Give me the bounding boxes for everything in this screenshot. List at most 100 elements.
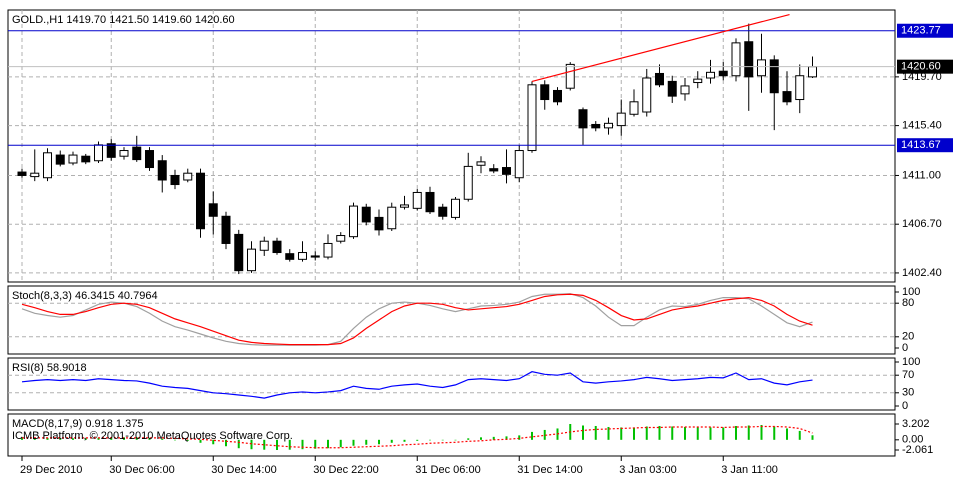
histogram-bar	[123, 437, 125, 440]
histogram-bar	[543, 429, 546, 440]
histogram-bar	[237, 439, 240, 449]
histogram-bar	[786, 428, 788, 440]
candle-body	[259, 240, 269, 251]
histogram-bar	[658, 425, 661, 440]
candle-body	[655, 72, 664, 86]
y-tick-label: 0	[902, 342, 908, 354]
panel-title: Stoch(8,3,3) 46.3415 40.7964	[12, 290, 158, 302]
histogram-bar	[225, 439, 227, 447]
histogram-bar	[263, 439, 266, 450]
histogram-bar	[735, 425, 737, 440]
histogram-bar	[429, 439, 431, 441]
candle-body	[298, 252, 307, 260]
trendline	[531, 13, 790, 82]
y-tick-label: 70	[902, 369, 914, 381]
candle-body	[106, 143, 116, 158]
candle-body	[94, 144, 103, 162]
histogram-bar	[709, 427, 712, 440]
y-tick-label: 100	[902, 356, 920, 368]
histogram-bar	[186, 439, 189, 441]
histogram-bar	[722, 427, 725, 440]
candle-body	[196, 172, 205, 230]
histogram-bar	[696, 427, 699, 440]
histogram-bar	[21, 437, 23, 440]
panel-title: RSI(8) 58.9018	[12, 362, 87, 374]
panel-title: GOLD.,H1 1419.70 1421.50 1419.60 1420.60	[12, 14, 235, 26]
candle-body	[323, 242, 333, 258]
candle-body	[565, 63, 575, 89]
histogram-bar	[97, 437, 100, 440]
histogram-bar	[352, 439, 355, 446]
panel-frame	[7, 357, 896, 411]
panel-frame	[7, 413, 896, 457]
candle-body	[718, 70, 728, 77]
histogram-bar	[760, 424, 763, 440]
candle-body	[553, 89, 562, 103]
candle-body	[221, 215, 231, 244]
y-tick-label: 30	[902, 387, 914, 399]
candle-body	[463, 165, 473, 200]
x-tick-label: 31 Dec 06:00	[415, 464, 480, 476]
histogram-bar	[633, 427, 635, 440]
histogram-bar	[33, 437, 36, 440]
candle-body	[119, 150, 129, 157]
candle-body	[667, 80, 677, 97]
x-tick-label: 30 Dec 22:00	[313, 464, 378, 476]
candle-body	[285, 253, 295, 260]
histogram-bar	[582, 425, 584, 440]
histogram-bar	[441, 439, 444, 441]
y-tick-label: 20	[902, 331, 914, 343]
histogram-bar	[110, 437, 113, 440]
price-label-box	[897, 138, 953, 153]
y-tick-label: 1402.40	[902, 267, 942, 279]
histogram-bar	[594, 425, 597, 440]
candle-body	[183, 172, 193, 181]
price-label: 1413.67	[901, 139, 941, 151]
candle-body	[540, 84, 550, 101]
candle-body	[680, 85, 690, 95]
candle-body	[400, 204, 409, 208]
candle-body	[438, 206, 448, 217]
x-tick-label: 30 Dec 06:00	[109, 464, 174, 476]
candle-body	[693, 78, 703, 84]
candle-body	[502, 167, 511, 175]
histogram-bar	[403, 439, 406, 442]
candle-body	[157, 160, 167, 181]
y-tick-label: 3.202	[902, 418, 930, 430]
candle-body	[489, 168, 499, 172]
candle-body	[476, 161, 486, 166]
annotation: ICMB Platform, © 2001-2010 MetaQuotes So…	[12, 430, 293, 442]
candle-body	[706, 71, 715, 79]
candle-body	[349, 205, 358, 238]
price-label: 1420.60	[901, 61, 941, 73]
histogram-bar	[84, 438, 87, 440]
candle-body	[81, 155, 91, 163]
candle-body	[132, 146, 142, 161]
candle-body	[757, 59, 766, 77]
candle-body	[387, 206, 397, 230]
y-tick-label: 100	[902, 286, 920, 298]
histogram-bar	[416, 439, 419, 441]
price-label: 1423.77	[901, 25, 941, 37]
y-tick-label: 1415.40	[902, 120, 942, 132]
candle-body	[629, 101, 639, 115]
histogram-bar	[505, 436, 508, 440]
histogram-bar	[747, 425, 750, 440]
histogram-bar	[811, 435, 814, 440]
candle-body	[731, 42, 741, 77]
histogram-bar	[212, 439, 215, 445]
candle-body	[30, 172, 40, 178]
histogram-bar	[250, 439, 253, 450]
price-label-box	[897, 23, 953, 38]
candle-body	[514, 150, 524, 179]
candle-body	[208, 203, 218, 217]
histogram-bar	[773, 426, 776, 440]
candle-body	[782, 91, 792, 103]
histogram-bar	[339, 439, 342, 448]
candle-body	[336, 235, 346, 242]
histogram-bar	[378, 439, 380, 445]
x-tick-label: 31 Dec 14:00	[517, 464, 582, 476]
x-tick-label: 29 Dec 2010	[20, 464, 82, 476]
candle-body	[170, 174, 180, 186]
